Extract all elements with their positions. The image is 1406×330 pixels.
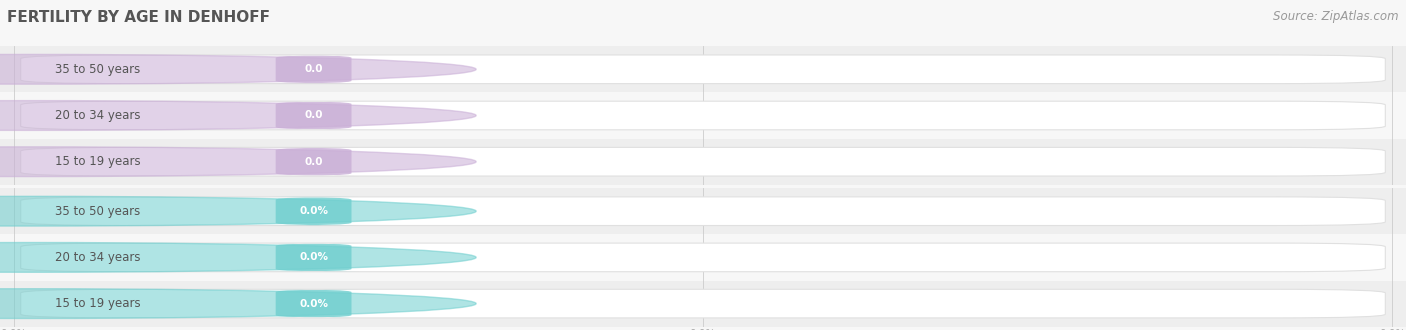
Text: 0.0: 0.0 <box>304 111 323 120</box>
Circle shape <box>0 54 477 84</box>
FancyBboxPatch shape <box>269 148 359 176</box>
Circle shape <box>0 147 477 177</box>
Circle shape <box>0 101 477 130</box>
FancyBboxPatch shape <box>21 148 1385 176</box>
Bar <box>0 234 1406 280</box>
Text: 35 to 50 years: 35 to 50 years <box>55 63 141 76</box>
Text: 15 to 19 years: 15 to 19 years <box>55 297 141 310</box>
Bar <box>0 280 1406 327</box>
Bar <box>0 188 1406 234</box>
Text: Source: ZipAtlas.com: Source: ZipAtlas.com <box>1274 10 1399 23</box>
FancyBboxPatch shape <box>21 197 1385 225</box>
Circle shape <box>0 243 477 272</box>
Text: FERTILITY BY AGE IN DENHOFF: FERTILITY BY AGE IN DENHOFF <box>7 10 270 25</box>
Text: 0.0: 0.0 <box>304 64 323 74</box>
Text: 35 to 50 years: 35 to 50 years <box>55 205 141 218</box>
FancyBboxPatch shape <box>269 289 359 318</box>
FancyBboxPatch shape <box>269 197 359 225</box>
FancyBboxPatch shape <box>269 101 359 130</box>
FancyBboxPatch shape <box>21 243 1385 272</box>
FancyBboxPatch shape <box>269 55 359 83</box>
Circle shape <box>0 289 477 318</box>
Text: 20 to 34 years: 20 to 34 years <box>55 251 141 264</box>
Bar <box>0 46 1406 92</box>
FancyBboxPatch shape <box>269 243 359 272</box>
Text: 0.0%: 0.0% <box>299 252 328 262</box>
Text: 0.0%: 0.0% <box>299 206 328 216</box>
Circle shape <box>0 196 477 226</box>
FancyBboxPatch shape <box>21 55 1385 83</box>
Text: 20 to 34 years: 20 to 34 years <box>55 109 141 122</box>
Bar <box>0 139 1406 185</box>
FancyBboxPatch shape <box>21 101 1385 130</box>
Text: 0.0%: 0.0% <box>299 299 328 309</box>
FancyBboxPatch shape <box>21 289 1385 318</box>
Text: 15 to 19 years: 15 to 19 years <box>55 155 141 168</box>
Text: 0.0: 0.0 <box>304 157 323 167</box>
Bar <box>0 92 1406 139</box>
